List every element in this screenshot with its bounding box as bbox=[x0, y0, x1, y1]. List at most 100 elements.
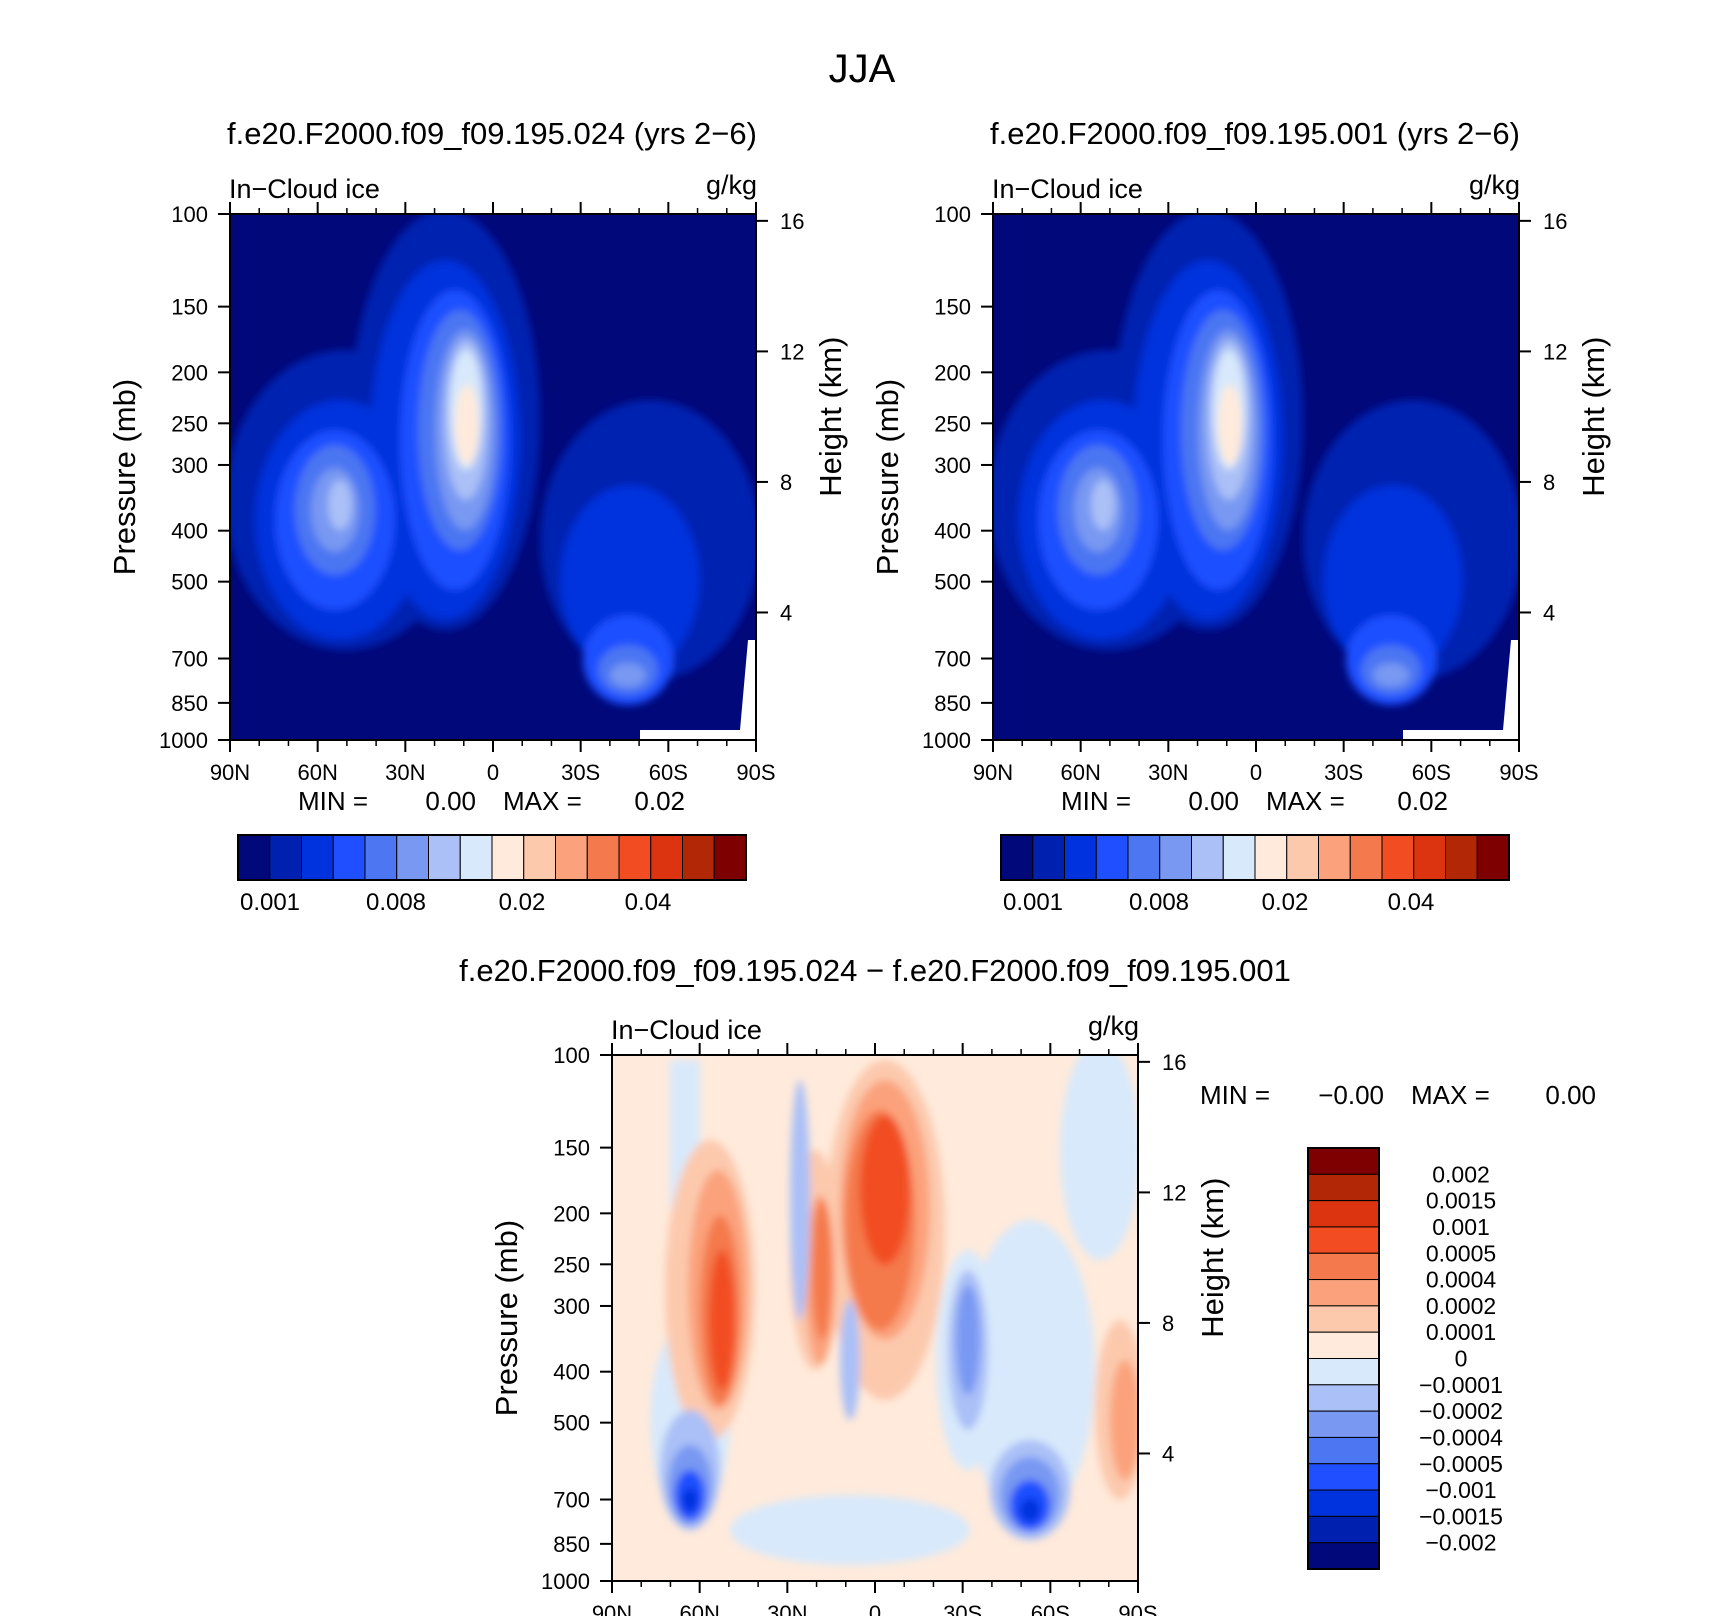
height-tick-label: 8 bbox=[780, 470, 792, 495]
max-label: MAX = bbox=[503, 786, 582, 816]
y-tick-label: 400 bbox=[934, 519, 971, 544]
colorbar-label: 0 bbox=[1455, 1346, 1468, 1372]
y-tick-label: 400 bbox=[553, 1360, 590, 1385]
contours bbox=[230, 214, 756, 705]
colorbar-label: 0.0015 bbox=[1426, 1188, 1496, 1214]
y-tick-label: 150 bbox=[171, 295, 208, 320]
x-tick-label: 90S bbox=[1499, 760, 1538, 785]
colorbar-swatch bbox=[396, 834, 429, 881]
colorbar-swatch bbox=[1307, 1226, 1380, 1254]
colorbar-swatch bbox=[364, 834, 398, 881]
colorbar-label: 0.02 bbox=[499, 889, 546, 916]
x-tick-label: 90N bbox=[973, 760, 1013, 785]
y-tick-label: 700 bbox=[553, 1488, 590, 1513]
y-tick-label: 100 bbox=[171, 202, 208, 227]
contour-neg-l5 bbox=[682, 1488, 698, 1512]
colorbar-swatch bbox=[1286, 834, 1319, 881]
height-tick-label: 12 bbox=[1162, 1180, 1186, 1205]
axes: 100 150 200 250 300 400 500 700 850 1000 16 12 8 4 90N… bbox=[870, 202, 1611, 785]
colorbar-label: 0.04 bbox=[1388, 889, 1435, 916]
y-axis-label: Pressure (mb) bbox=[870, 379, 905, 575]
colorbar-frame bbox=[1000, 834, 1510, 881]
colorbar-swatch bbox=[237, 834, 271, 881]
y-tick-label: 850 bbox=[934, 691, 971, 716]
x-tick-label: 30S bbox=[1324, 760, 1363, 785]
colorbar-label: −0.001 bbox=[1426, 1477, 1497, 1503]
colorbar-label: 0.0005 bbox=[1426, 1240, 1496, 1266]
y-tick-label: 300 bbox=[553, 1294, 590, 1319]
y-tick-label: 500 bbox=[171, 570, 208, 595]
colorbar-label: 0.002 bbox=[1432, 1161, 1490, 1187]
y-tick-label: 250 bbox=[934, 411, 971, 436]
colorbar-swatch bbox=[1159, 834, 1192, 881]
x-tick-label: 60N bbox=[297, 760, 337, 785]
colorbar-swatch bbox=[555, 834, 588, 881]
colorbar bbox=[237, 834, 747, 881]
height-tick-label: 4 bbox=[1162, 1441, 1174, 1466]
contours bbox=[993, 214, 1519, 705]
colorbar-label: 0.001 bbox=[1432, 1214, 1490, 1240]
max-value: 0.00 bbox=[1545, 1080, 1596, 1110]
colorbar-swatch bbox=[618, 834, 652, 881]
colorbar-swatch bbox=[1222, 834, 1256, 881]
colorbar-label: −0.0015 bbox=[1419, 1503, 1503, 1529]
height-tick-label: 16 bbox=[1543, 209, 1567, 234]
y-tick-label: 150 bbox=[553, 1136, 590, 1161]
y-tick-label: 500 bbox=[553, 1411, 590, 1436]
colorbar-labels: 0.0020.00150.0010.00050.00040.00020.0001… bbox=[1419, 1161, 1503, 1555]
axes: 100 150 200 250 300 400 500 700 850 1000 16 12 8 4 90N… bbox=[107, 202, 848, 785]
colorbar-swatch bbox=[1000, 834, 1034, 881]
y-tick-label: 200 bbox=[171, 360, 208, 385]
colorbar-swatch bbox=[1307, 1147, 1380, 1175]
x-tick-label: 60S bbox=[1031, 1601, 1070, 1616]
contour-pos-l3 bbox=[812, 1200, 832, 1340]
colorbar-swatch bbox=[682, 834, 715, 881]
contours bbox=[650, 1055, 1138, 1565]
y-axis-right-label: Height (km) bbox=[1576, 337, 1611, 497]
colorbar-label: 0.001 bbox=[1003, 889, 1063, 916]
max-value: 0.02 bbox=[634, 786, 685, 816]
colorbar-swatch bbox=[1318, 834, 1351, 881]
colorbar-swatch bbox=[1127, 834, 1161, 881]
plot-area bbox=[230, 214, 756, 740]
colorbar-swatch bbox=[428, 834, 461, 881]
min-label: MIN = bbox=[1061, 786, 1131, 816]
colorbar-swatch bbox=[586, 834, 620, 881]
axes: 100 150 200 250 300 400 500 700 850 1000 16 12 8 4 90N… bbox=[489, 1043, 1230, 1616]
y-tick-label: 700 bbox=[171, 647, 208, 672]
colorbar-frame bbox=[1307, 1147, 1380, 1570]
y-tick-label: 500 bbox=[934, 570, 971, 595]
x-tick-label: 30N bbox=[385, 760, 425, 785]
x-tick-label: 60S bbox=[649, 760, 688, 785]
masked-region bbox=[1403, 640, 1519, 740]
variable-label: In−Cloud ice bbox=[229, 174, 380, 204]
colorbar-swatch bbox=[1307, 1436, 1380, 1465]
contour-pos-l2 bbox=[1110, 1360, 1138, 1480]
height-tick-label: 8 bbox=[1162, 1311, 1174, 1336]
contour-nh-l6 bbox=[1091, 480, 1115, 530]
contour-mon-l8 bbox=[455, 385, 479, 465]
x-tick-label: 30N bbox=[767, 1601, 807, 1616]
contour-neg-l3 bbox=[956, 1285, 980, 1395]
y-tick-label: 250 bbox=[171, 411, 208, 436]
colorbar-swatch bbox=[1307, 1305, 1380, 1333]
colorbar-swatch bbox=[1064, 834, 1097, 881]
max-label: MAX = bbox=[1411, 1080, 1490, 1110]
colorbar-swatch bbox=[1445, 834, 1478, 881]
contour-mon-l8 bbox=[1218, 385, 1242, 465]
x-tick-label: 60N bbox=[679, 1601, 719, 1616]
y-tick-label: 1000 bbox=[922, 728, 971, 753]
colorbar-swatch bbox=[1032, 834, 1065, 881]
masked-region bbox=[640, 640, 756, 740]
contour-neg-l2 bbox=[840, 1300, 860, 1420]
colorbar-swatch bbox=[650, 834, 683, 881]
colorbar-swatch bbox=[1095, 834, 1129, 881]
y-tick-label: 1000 bbox=[541, 1569, 590, 1594]
colorbar-frame bbox=[237, 834, 747, 881]
contour-sh-l2 bbox=[560, 485, 700, 675]
colorbar-swatch bbox=[491, 834, 525, 881]
colorbar-swatch bbox=[1307, 1252, 1380, 1281]
panel-title: f.e20.F2000.f09_f09.195.024 (yrs 2−6) bbox=[227, 116, 757, 151]
y-axis-right-label: Height (km) bbox=[813, 337, 848, 497]
colorbar-swatch bbox=[1307, 1384, 1380, 1412]
